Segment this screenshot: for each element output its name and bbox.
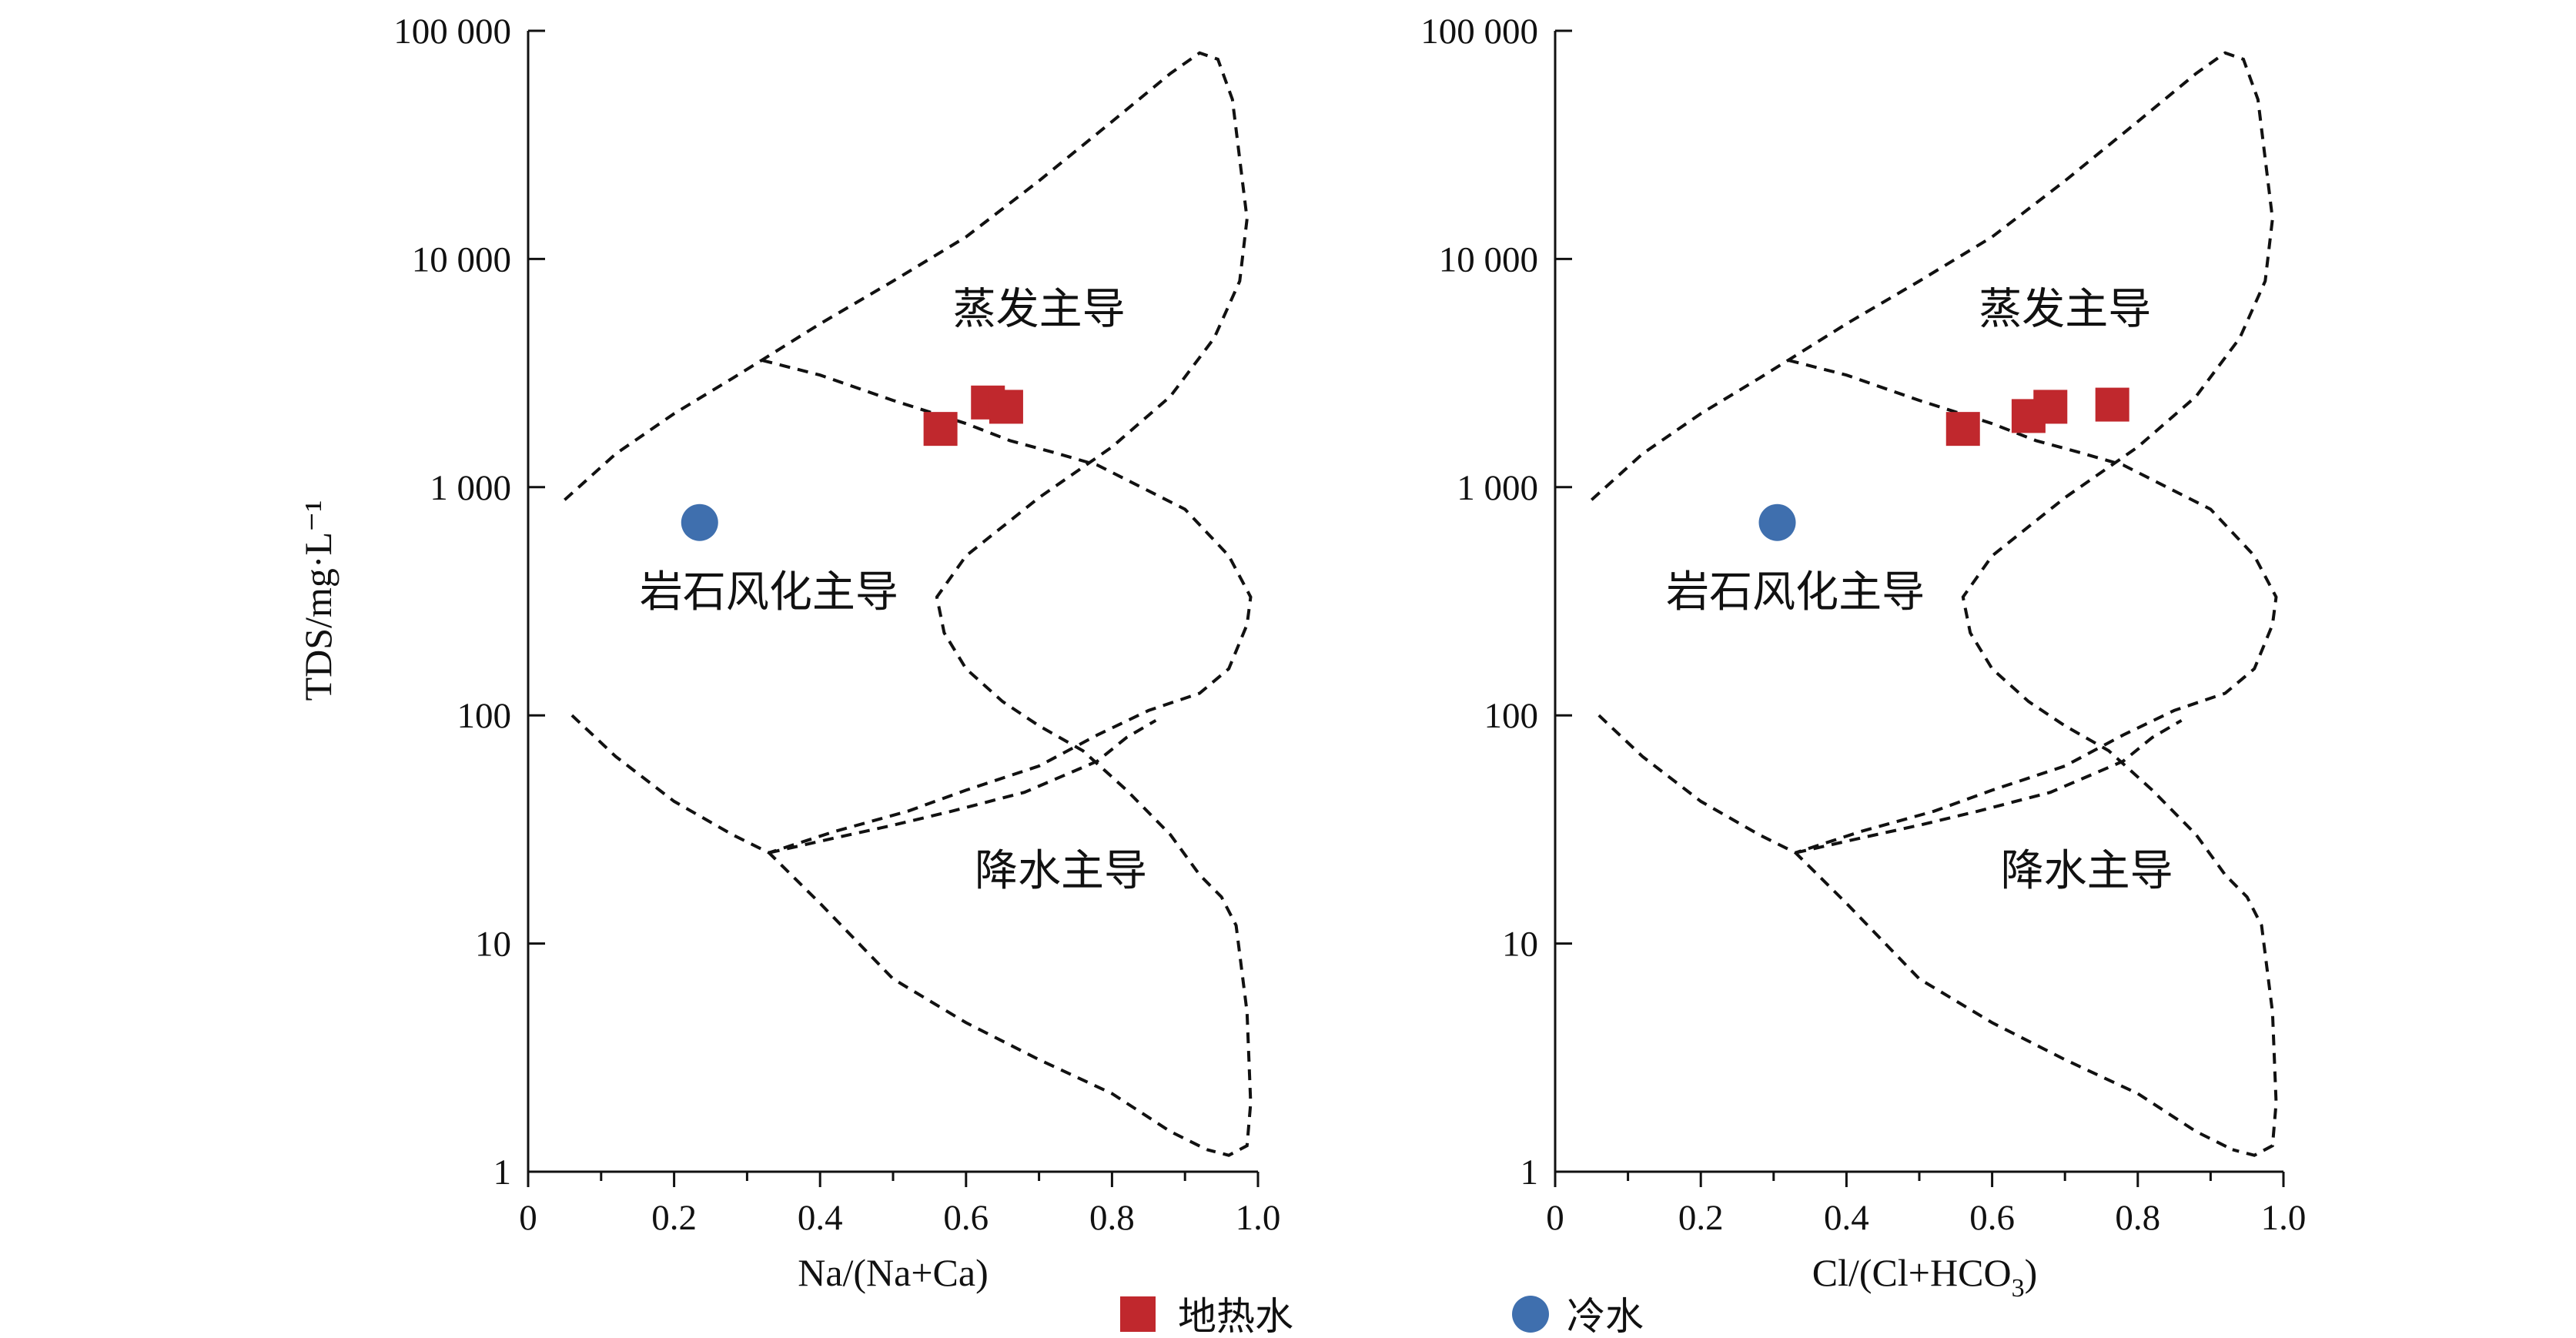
y-tick-label: 10 000 (1439, 239, 1538, 279)
cold-water-point (681, 503, 718, 541)
y-tick-label: 100 000 (1420, 12, 1538, 52)
legend-marker-geothermal (1120, 1296, 1156, 1332)
y-tick-label: 100 (457, 696, 512, 736)
y-tick-label: 1 000 (430, 468, 511, 508)
x-tick-label: 0.8 (1089, 1198, 1135, 1238)
x-tick-label: 0.4 (798, 1198, 843, 1238)
region-label-rock-weathering: 岩石风化主导 (640, 567, 898, 617)
boundary-lower (1597, 714, 2233, 1152)
x-tick-label: 1.0 (1236, 1198, 1281, 1238)
x-tick-label: 0.2 (651, 1198, 697, 1238)
legend: 地热水 冷水 (1120, 1294, 1644, 1338)
boundary-middle-lower (768, 719, 1157, 855)
region-label-precipitation: 降水主导 (975, 846, 1147, 896)
y-tick-label: 1 000 (1457, 468, 1538, 508)
x-tick-label: 0 (1546, 1198, 1564, 1238)
legend-label-cold: 冷水 (1567, 1294, 1644, 1338)
geothermal-point (2095, 387, 2129, 422)
boundary-middle-lower (1795, 719, 2183, 855)
boundary-middle-upper (1788, 358, 2278, 855)
boundary-middle-upper (761, 358, 1253, 855)
gibbs-plot-left: TDS/mg·L⁻¹ Na/(Na+Ca) 0 0.2 0.4 0.6 0.8 1.0 1 1… (296, 12, 1280, 1294)
region-label-precipitation: 降水主导 (2001, 846, 2173, 896)
region-label-evaporation: 蒸发主导 (953, 285, 1126, 335)
region-label-rock-weathering: 岩石风化主导 (1666, 567, 1925, 617)
x-tick-label: 0 (519, 1198, 537, 1238)
x-axis-title-right: Cl/(Cl+HCO3) (1812, 1251, 2037, 1303)
geothermal-point (989, 390, 1023, 424)
boundary-envelope (564, 51, 1253, 1157)
legend-label-geothermal: 地热水 (1178, 1294, 1293, 1338)
gibbs-plot-right: Cl/(Cl+HCO3) 0 0.2 0.4 0.6 0.8 1.0 1 10 100 1 000… (1420, 12, 2306, 1303)
x-tick-label: 0.6 (943, 1198, 989, 1238)
y-tick-label: 1 (493, 1152, 512, 1192)
y-tick-label: 100 000 (393, 12, 511, 52)
geothermal-point (1945, 412, 1980, 447)
y-tick-label: 10 000 (412, 239, 511, 279)
legend-marker-cold (1512, 1296, 1549, 1333)
x-axis-title-left: Na/(Na+Ca) (798, 1251, 989, 1294)
geothermal-point (2033, 390, 2068, 424)
x-tick-label: 1.0 (2261, 1198, 2307, 1238)
y-tick-label: 10 (475, 925, 511, 965)
y-tick-label: 10 (1502, 925, 1538, 965)
boundary-envelope (1590, 51, 2278, 1157)
region-label-evaporation: 蒸发主导 (1979, 285, 2151, 335)
cold-water-point (1758, 503, 1796, 541)
y-axis-title: TDS/mg·L⁻¹ (296, 500, 340, 701)
x-tick-label: 0.2 (1678, 1198, 1724, 1238)
boundary-lower (570, 714, 1208, 1152)
x-tick-label: 0.8 (2115, 1198, 2160, 1238)
x-tick-label: 0.4 (1824, 1198, 1869, 1238)
y-tick-label: 100 (1484, 696, 1539, 736)
x-tick-label: 0.6 (1969, 1198, 2015, 1238)
y-tick-label: 1 (1521, 1152, 1539, 1192)
geothermal-point (923, 412, 958, 447)
